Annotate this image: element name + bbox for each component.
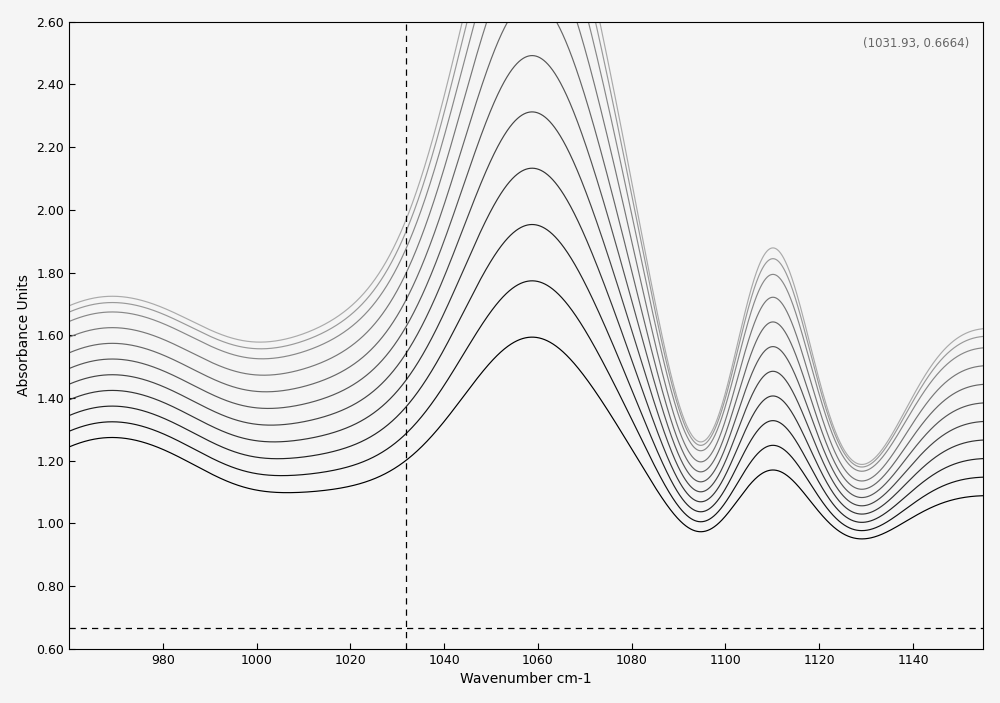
Text: (1031.93, 0.6664): (1031.93, 0.6664) [863, 37, 970, 51]
Y-axis label: Absorbance Units: Absorbance Units [17, 274, 31, 396]
X-axis label: Wavenumber cm-1: Wavenumber cm-1 [460, 672, 592, 686]
